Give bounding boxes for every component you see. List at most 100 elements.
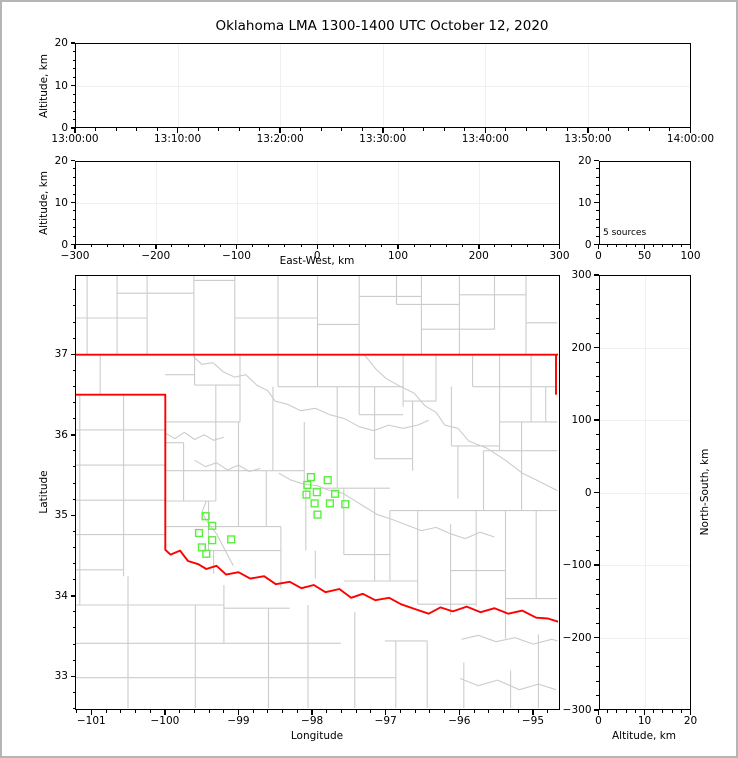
x-minor-tick [671, 244, 673, 247]
y-minor-tick [72, 402, 75, 404]
x-minor-tick [252, 244, 254, 247]
y-minor-tick [72, 707, 75, 709]
x-minor-tick [566, 128, 568, 131]
x-major-tick [532, 710, 534, 715]
ns-panel-xlabel: Altitude, km [611, 730, 677, 742]
x-tick-label: −98 [301, 715, 324, 727]
y-minor-tick [72, 193, 75, 195]
x-minor-tick [662, 710, 664, 713]
x-tick-label: −100 [150, 715, 180, 727]
y-tick-label: 0 [584, 238, 592, 251]
x-major-tick [597, 710, 600, 715]
y-minor-tick [596, 185, 599, 187]
y-major-tick [70, 127, 75, 129]
y-minor-tick [72, 289, 75, 291]
y-gridline [76, 202, 559, 204]
x-minor-tick [219, 244, 221, 247]
x-minor-tick [300, 244, 302, 247]
y-minor-tick [596, 318, 599, 319]
y-major-tick [70, 675, 75, 678]
y-minor-tick [596, 695, 599, 696]
x-minor-tick [680, 244, 682, 247]
y-gridline [599, 347, 690, 349]
state-border-line [76, 393, 558, 623]
y-minor-tick [72, 321, 75, 323]
y-major-tick [70, 353, 75, 356]
x-major-tick [279, 128, 281, 133]
x-minor-tick [139, 244, 141, 247]
panel-map [75, 275, 560, 710]
x-major-tick [558, 244, 561, 249]
y-minor-tick [72, 119, 75, 120]
y-tick-label: 20 [54, 154, 68, 167]
x-minor-tick [546, 128, 548, 131]
x-major-tick [689, 710, 692, 715]
y-minor-tick [72, 643, 75, 645]
x-minor-tick [634, 244, 636, 247]
y-major-tick [70, 201, 75, 204]
y-tick-label: 35 [54, 509, 68, 522]
x-major-tick [384, 710, 387, 715]
map-xlabel: Longitude [290, 730, 344, 742]
y-minor-tick [596, 193, 599, 195]
x-minor-tick [115, 128, 117, 131]
x-major-tick [484, 128, 487, 133]
x-tick-label: 13:40:00 [461, 133, 509, 145]
y-minor-tick [596, 506, 599, 508]
x-minor-tick [296, 710, 298, 713]
x-tick-label: 13:10:00 [153, 133, 202, 145]
y-minor-tick [596, 463, 599, 464]
y-tick-label: 0 [61, 238, 68, 251]
x-minor-tick [414, 710, 416, 713]
x-minor-tick [429, 710, 431, 713]
x-tick-label: −97 [374, 715, 397, 727]
x-minor-tick [464, 128, 466, 131]
x-major-tick [689, 244, 692, 249]
x-major-tick [155, 244, 157, 249]
x-minor-tick [267, 710, 269, 713]
y-minor-tick [72, 450, 75, 452]
x-major-tick [176, 128, 179, 133]
x-minor-tick [662, 244, 664, 247]
y-major-tick [594, 159, 599, 162]
x-minor-tick [259, 128, 261, 131]
y-minor-tick [72, 185, 75, 187]
y-gridline [599, 420, 690, 421]
y-minor-tick [596, 593, 599, 595]
x-minor-tick [607, 128, 609, 131]
y-tick-label: 0 [584, 486, 592, 499]
x-minor-tick [365, 244, 367, 247]
x-minor-tick [547, 710, 549, 713]
lma-station-marker [302, 490, 311, 499]
x-tick-label: 13:50:00 [564, 133, 612, 145]
x-minor-tick [445, 244, 447, 247]
x-minor-tick [320, 128, 322, 131]
x-tick-label: 10 [637, 715, 652, 727]
x-minor-tick [326, 710, 328, 713]
x-minor-tick [648, 128, 650, 131]
y-major-tick [70, 595, 75, 597]
y-tick-label: 36 [54, 428, 68, 441]
x-major-tick [597, 244, 600, 249]
y-minor-tick [72, 168, 75, 170]
river-line [201, 500, 234, 567]
x-minor-tick [607, 244, 609, 247]
y-minor-tick [72, 546, 75, 548]
lma-station-marker [312, 488, 321, 497]
x-tick-label: 50 [637, 249, 652, 262]
y-major-tick [594, 636, 599, 639]
y-minor-tick [72, 530, 75, 532]
y-major-tick [594, 201, 599, 204]
y-tick-label: 200 [571, 341, 592, 354]
x-minor-tick [381, 244, 383, 247]
x-major-tick [316, 244, 318, 249]
y-gridline [76, 85, 690, 87]
y-minor-tick [596, 448, 599, 450]
x-minor-tick [122, 244, 124, 247]
x-minor-tick [671, 710, 673, 713]
y-tick-label: −100 [562, 559, 592, 571]
x-minor-tick [332, 244, 334, 247]
y-minor-tick [72, 227, 75, 229]
panel-altitude-histogram [598, 160, 691, 245]
river-line [194, 459, 261, 473]
